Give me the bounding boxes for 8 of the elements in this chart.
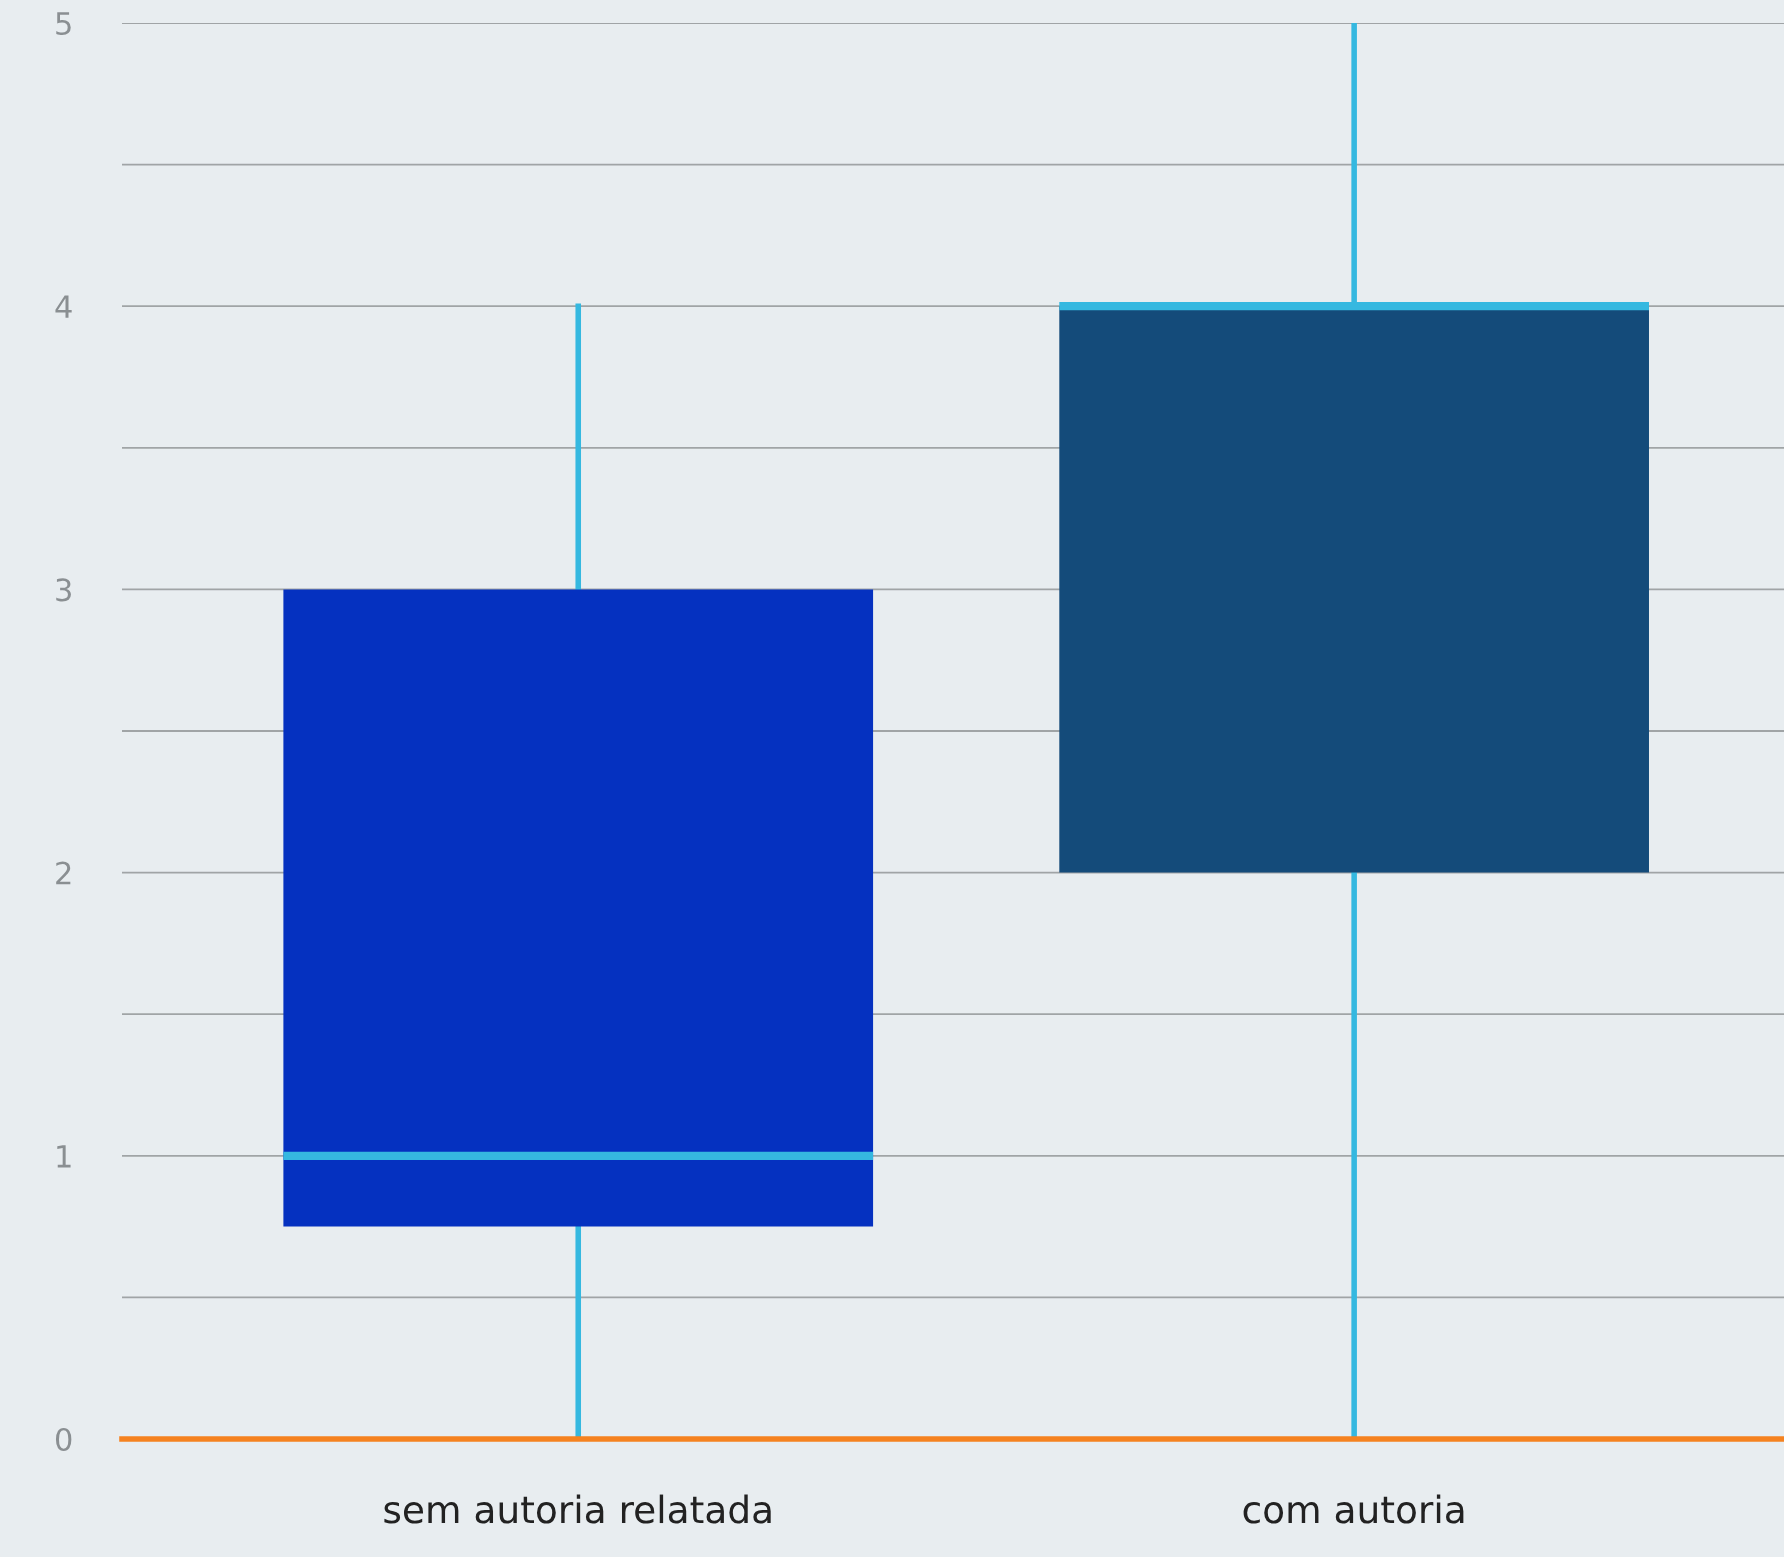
x-tick-label: sem autoria relatada xyxy=(384,1494,771,1524)
y-tick-label: 5 xyxy=(56,12,71,36)
y-tick-label: 4 xyxy=(55,295,72,318)
y-tick-label: 0 xyxy=(55,1427,72,1452)
y-tick-label: 1 xyxy=(57,1145,71,1168)
y-tick-label: 2 xyxy=(56,861,71,885)
x-tick-label: com autoria xyxy=(1243,1494,1464,1524)
y-tick-label: 3 xyxy=(56,578,71,602)
